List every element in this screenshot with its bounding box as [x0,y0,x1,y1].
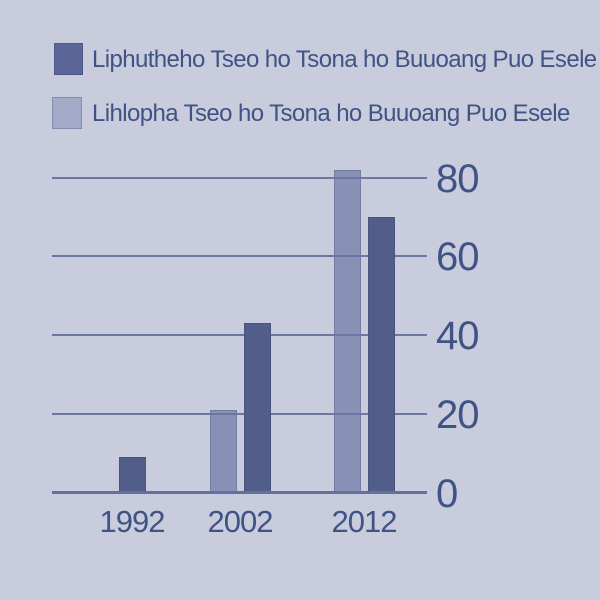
y-tick-label: 0 [436,471,458,516]
gridline [52,334,427,336]
y-tick-label: 80 [436,156,479,201]
bar-2002-light[interactable] [209,409,237,493]
x-axis-label: 2002 [207,504,274,539]
y-tick-label: 60 [436,235,479,280]
x-axis-label: 2012 [331,504,398,539]
x-axis-line [52,491,427,494]
gridline [52,412,427,415]
legend-label-light: Lihlopha Tseo ho Tsona ho Buuoang Puo Es… [92,100,570,127]
bar-2012-light[interactable] [333,169,361,493]
legend-swatch-dark-icon[interactable] [54,43,83,75]
y-tick-label: 20 [436,392,479,437]
x-axis-label: 1992 [99,504,166,539]
legend-label-dark: Liphutheho Tseo ho Tsona ho Buuoang Puo … [92,46,597,73]
legend-swatch-light-icon[interactable] [52,97,82,129]
gridline [52,176,427,179]
bar-2012-dark[interactable] [367,216,395,493]
gridline [52,255,427,258]
bar-2002-dark[interactable] [243,323,271,493]
y-tick-label: 40 [436,314,479,358]
bar-1992-dark[interactable] [118,457,146,493]
